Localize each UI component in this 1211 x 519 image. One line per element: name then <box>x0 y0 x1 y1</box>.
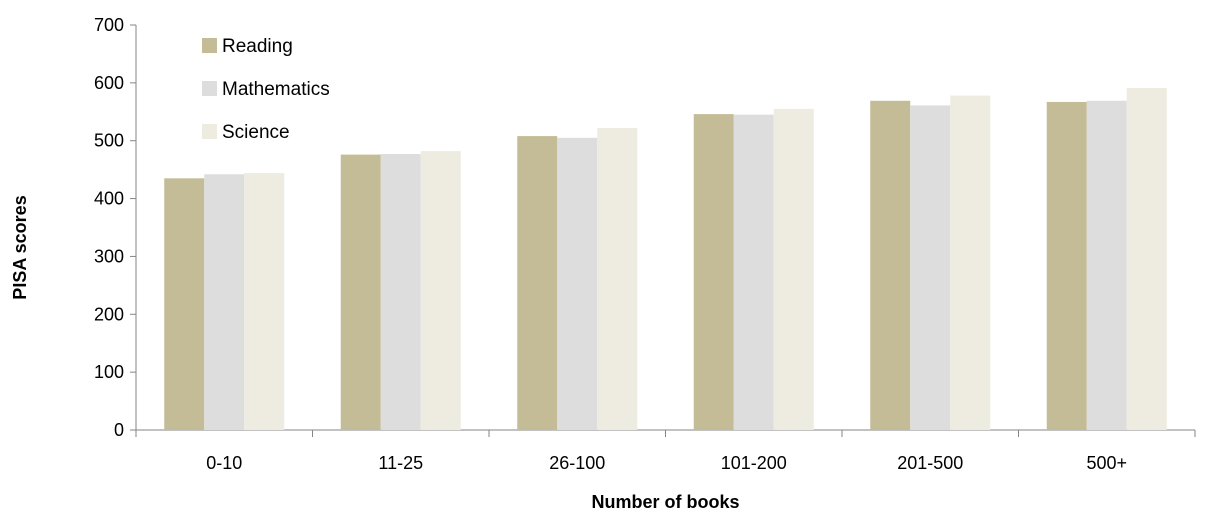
legend-swatch-mathematics <box>202 81 217 96</box>
bar-mathematics-11-25 <box>380 154 421 430</box>
y-tick-label: 600 <box>94 73 124 93</box>
bar-science-26-100 <box>597 127 638 430</box>
x-axis-title: Number of books <box>591 492 739 512</box>
legend-label-science: Science <box>222 122 290 143</box>
bar-reading-201-500 <box>870 100 911 431</box>
bar-mathematics-101-200 <box>733 114 774 430</box>
bar-mathematics-201-500 <box>910 105 951 431</box>
bar-mathematics-500+ <box>1086 100 1127 431</box>
bar-science-0-10 <box>244 173 285 430</box>
bar-science-500+ <box>1126 88 1167 431</box>
legend-label-reading: Reading <box>222 36 293 57</box>
bar-science-11-25 <box>420 151 461 430</box>
x-tick-label: 11-25 <box>378 453 423 473</box>
legend-swatch-science <box>202 124 217 139</box>
y-tick-label: 500 <box>94 131 124 151</box>
bar-science-201-500 <box>950 95 991 430</box>
bar-mathematics-0-10 <box>204 174 245 430</box>
bar-reading-0-10 <box>164 178 205 430</box>
y-tick-label: 700 <box>94 15 124 35</box>
bars <box>164 88 1167 431</box>
x-tick-label: 0-10 <box>206 453 242 473</box>
x-tick-label: 26-100 <box>549 453 605 473</box>
y-tick-label: 300 <box>94 246 124 266</box>
x-tick-label: 201-500 <box>897 453 963 473</box>
bar-reading-26-100 <box>517 136 558 431</box>
legend: Reading Mathematics Science <box>202 36 330 143</box>
x-tick-label: 500+ <box>1086 453 1127 473</box>
y-tick-label: 0 <box>114 420 124 440</box>
y-tick-label: 400 <box>94 189 124 209</box>
bar-mathematics-26-100 <box>557 137 598 431</box>
y-axis-title: PISA scores <box>10 195 30 299</box>
x-tick-label: 101-200 <box>721 453 787 473</box>
y-tick-label: 100 <box>94 362 124 382</box>
legend-label-mathematics: Mathematics <box>222 79 330 100</box>
bar-reading-11-25 <box>340 154 381 430</box>
bar-science-101-200 <box>773 108 814 431</box>
y-tick-label: 200 <box>94 304 124 324</box>
legend-swatch-reading <box>202 38 217 53</box>
y-axis: 0 100 200 300 400 500 600 700 <box>94 15 137 440</box>
x-axis: 0-10 11-25 26-100 101-200 201-500 500+ <box>135 429 1196 473</box>
bar-reading-101-200 <box>693 114 734 430</box>
bar-reading-500+ <box>1046 101 1087 430</box>
